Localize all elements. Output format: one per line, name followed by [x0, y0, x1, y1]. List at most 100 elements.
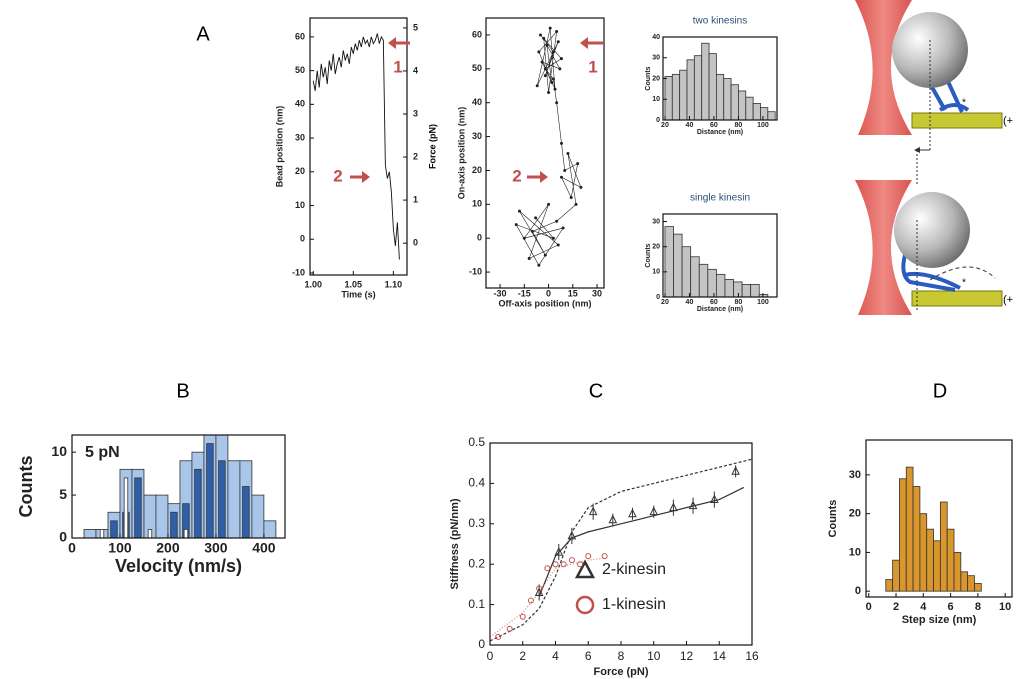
point — [547, 91, 551, 95]
marker — [669, 502, 678, 512]
x-tick-label: 14 — [713, 649, 727, 663]
marker — [710, 494, 719, 504]
bar — [926, 528, 934, 592]
x-tick-label: 30 — [592, 288, 602, 298]
panel-label: D — [933, 380, 947, 402]
y-axis-label: Counts — [16, 456, 36, 518]
point — [543, 74, 547, 78]
bar — [892, 559, 900, 592]
marker — [588, 506, 598, 516]
bar — [730, 84, 739, 121]
y-tick-label: 0 — [59, 529, 67, 545]
y-axis-label: Stiffness (pN/nm) — [449, 498, 461, 589]
x-tick-label: 15 — [568, 288, 578, 298]
point — [559, 175, 563, 179]
y-tick-label: 10 — [849, 546, 861, 558]
y-tick-label: 30 — [652, 55, 660, 62]
bar — [690, 256, 700, 298]
marker — [649, 506, 659, 516]
point — [563, 168, 567, 172]
legend-marker — [574, 559, 596, 579]
y-tick-label: 0.3 — [468, 516, 485, 530]
y-tick-label: 0 — [855, 585, 861, 597]
bar — [218, 460, 226, 539]
bar — [194, 468, 202, 539]
chart-title: two kinesins — [693, 16, 747, 27]
x-tick-label: 40 — [686, 122, 694, 129]
y-tick-label: 30 — [472, 131, 482, 141]
plot-frame — [309, 17, 408, 276]
plus-end: (+ — [1003, 115, 1013, 127]
x-tick-label: 40 — [686, 299, 694, 306]
legend-label: 1-kinesin — [602, 596, 666, 613]
star: * — [962, 98, 966, 109]
x-tick-label: 20 — [661, 122, 669, 129]
x-tick-label: 80 — [735, 299, 743, 306]
bead — [894, 192, 970, 268]
bar — [974, 583, 982, 592]
point — [558, 67, 562, 71]
y-tick-label: 10 — [652, 96, 660, 103]
plot-frame — [485, 17, 605, 289]
bar — [83, 529, 97, 539]
point — [555, 30, 559, 34]
marker — [554, 546, 564, 556]
chart-title: single kinesin — [690, 193, 750, 204]
bar — [147, 529, 153, 539]
x-tick-label: 400 — [252, 540, 276, 556]
x-tick-label: 12 — [680, 649, 694, 663]
y-tick-label: 50 — [295, 65, 305, 75]
y-tick-label: 0.2 — [468, 556, 485, 570]
y-tick-label: 0.4 — [468, 476, 485, 490]
x-tick-label: 2 — [519, 649, 526, 663]
bar — [227, 460, 241, 539]
point — [551, 50, 555, 54]
x-tick-label: 0 — [487, 649, 494, 663]
bar — [919, 513, 928, 592]
y-tick-label: 5 — [59, 486, 67, 502]
point — [545, 43, 549, 47]
x-tick-label: -30 — [494, 288, 507, 298]
bar — [953, 552, 962, 592]
y-tick-label: 0 — [300, 234, 305, 244]
marker — [506, 625, 513, 632]
y-tick-label: 30 — [849, 469, 861, 481]
y-tick-label: 40 — [472, 97, 482, 107]
annotation-arrow — [388, 37, 396, 49]
x-tick-label: 6 — [585, 649, 592, 663]
point — [522, 236, 526, 240]
x-tick-label: 10 — [999, 601, 1011, 613]
x-tick-label: 60 — [710, 299, 718, 306]
x-tick-label: 16 — [745, 649, 759, 663]
bar — [946, 528, 955, 592]
plus-end: (+ — [1003, 294, 1013, 306]
annotation: 1 — [393, 57, 402, 76]
point — [550, 80, 554, 84]
y-tick-label: 0 — [478, 637, 485, 651]
point — [538, 33, 542, 37]
bar — [885, 579, 894, 592]
bar — [251, 494, 265, 539]
marker — [534, 587, 544, 596]
x-axis-label: Distance (nm) — [697, 129, 743, 136]
bar — [899, 478, 907, 592]
point — [543, 67, 547, 71]
marker — [552, 561, 559, 568]
bar — [707, 268, 717, 298]
bar — [664, 226, 674, 298]
bar — [939, 501, 948, 592]
marker — [536, 585, 543, 592]
bar — [912, 486, 921, 592]
point — [517, 209, 521, 213]
x-axis-label: Time (s) — [341, 289, 375, 299]
marker — [568, 557, 575, 564]
bar — [110, 520, 118, 539]
panel-label: B — [176, 380, 189, 402]
point — [576, 162, 580, 166]
x-axis-label: Step size (nm) — [902, 614, 977, 626]
legend-label: 2-kinesin — [602, 561, 666, 578]
fit-line — [489, 458, 753, 642]
bar — [134, 477, 142, 539]
x-tick-label: 200 — [156, 540, 180, 556]
y-tick-label: 20 — [652, 244, 660, 251]
